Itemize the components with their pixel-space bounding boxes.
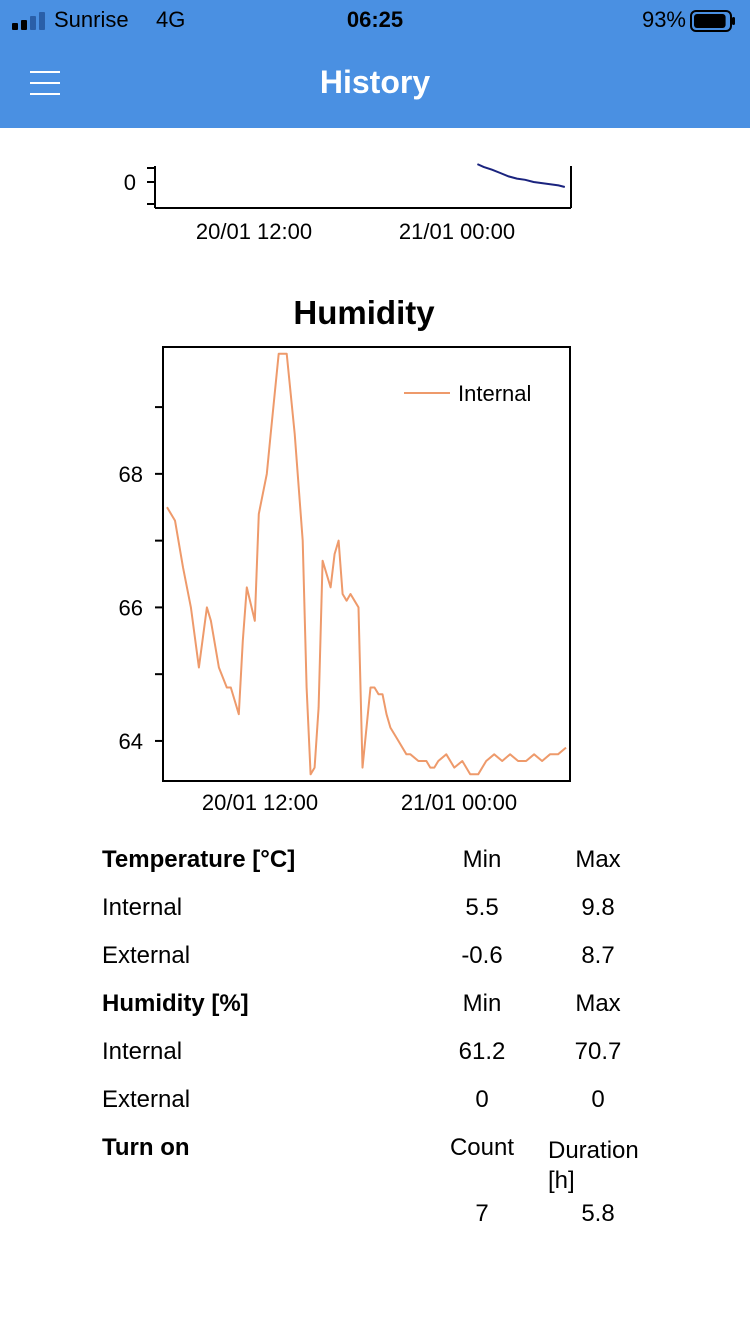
stats-row-label: Temperature [°C] [102,846,296,873]
stats-row: Internal 61.2 70.7 [102,1034,662,1082]
stats-row-col3: 8.7 [581,942,615,969]
hamburger-menu-icon[interactable] [28,68,62,98]
stats-row: Internal 5.5 9.8 [102,890,662,938]
app-header: History [0,40,750,128]
stats-row-col3: 5.8 [581,1200,615,1227]
stats-row-col2: 61.2 [458,1038,506,1065]
page-title: History [319,64,431,100]
stats-row-col2: Count [449,1134,515,1161]
stats-row-col2: 0 [475,1086,489,1113]
cellular-signal-icon [12,12,45,30]
stats-row-col3: 0 [591,1086,605,1113]
stats-row-col3: 9.8 [581,894,615,921]
humidity-chart: 64 66 68 20/01 12:00 21/01 00:00 Internal [119,346,571,815]
top-chart-series-line [476,163,566,188]
stats-row-label: Humidity [%] [102,990,249,1017]
carrier-name: Sunrise [54,7,129,32]
top-chart: 0 20/01 12:00 21/01 00:00 [124,163,572,244]
stats-row: 7 5.8 [102,1196,662,1244]
stats-row-col2: 7 [475,1200,489,1227]
stats-row: Humidity [%] Min Max [102,986,662,1034]
humidity-plot-frame [162,346,571,782]
stats-row: External 0 0 [102,1082,662,1130]
stats-row-col2: Min [462,846,502,873]
stats-row-col2: -0.6 [461,942,503,969]
clock: 06:25 [346,7,404,32]
top-chart-y-tick-label: 0 [124,170,136,195]
stats-row-col3: Max [575,990,621,1017]
stats-row-label: Internal [102,1038,183,1065]
stats-row-label: Internal [102,894,183,921]
humidity-chart-title: Humidity [293,294,435,331]
stats-row-col3: Duration [h] [548,1137,639,1194]
stats-row-label: External [102,1086,191,1113]
status-bar: Sunrise 4G 06:25 93% [0,0,750,40]
humidity-y-tick-label: 64 [119,729,143,754]
battery-icon [690,10,735,32]
legend-label-internal: Internal [458,381,531,406]
stats-table: Temperature [°C] Min Max Internal 5.5 9.8 Exte… [102,842,662,1244]
top-chart-x-tick-label: 20/01 12:00 [196,219,312,244]
stats-row-label: External [102,942,191,969]
top-chart-x-tick-label: 21/01 00:00 [399,219,515,244]
stats-row-col3: Max [575,846,621,873]
humidity-series-internal-line [166,352,567,776]
top-chart-axes [147,166,572,209]
humidity-x-tick-label: 20/01 12:00 [202,790,318,815]
humidity-legend: Internal [404,381,531,406]
humidity-y-tick-label: 68 [119,462,143,487]
humidity-x-tick-label: 21/01 00:00 [401,790,517,815]
stats-row: Temperature [°C] Min Max [102,842,662,890]
battery-percent: 93% [641,7,686,32]
stats-row-col3: 70.7 [574,1038,622,1065]
network-type: 4G [156,7,186,32]
stats-row-col2: Min [462,990,502,1017]
stats-row-label: Turn on [102,1134,190,1161]
stats-row: Turn on Count Duration [h] [102,1130,662,1196]
stats-row: External -0.6 8.7 [102,938,662,986]
humidity-y-tick-label: 66 [119,595,143,620]
stats-row-col2: 5.5 [465,894,499,921]
